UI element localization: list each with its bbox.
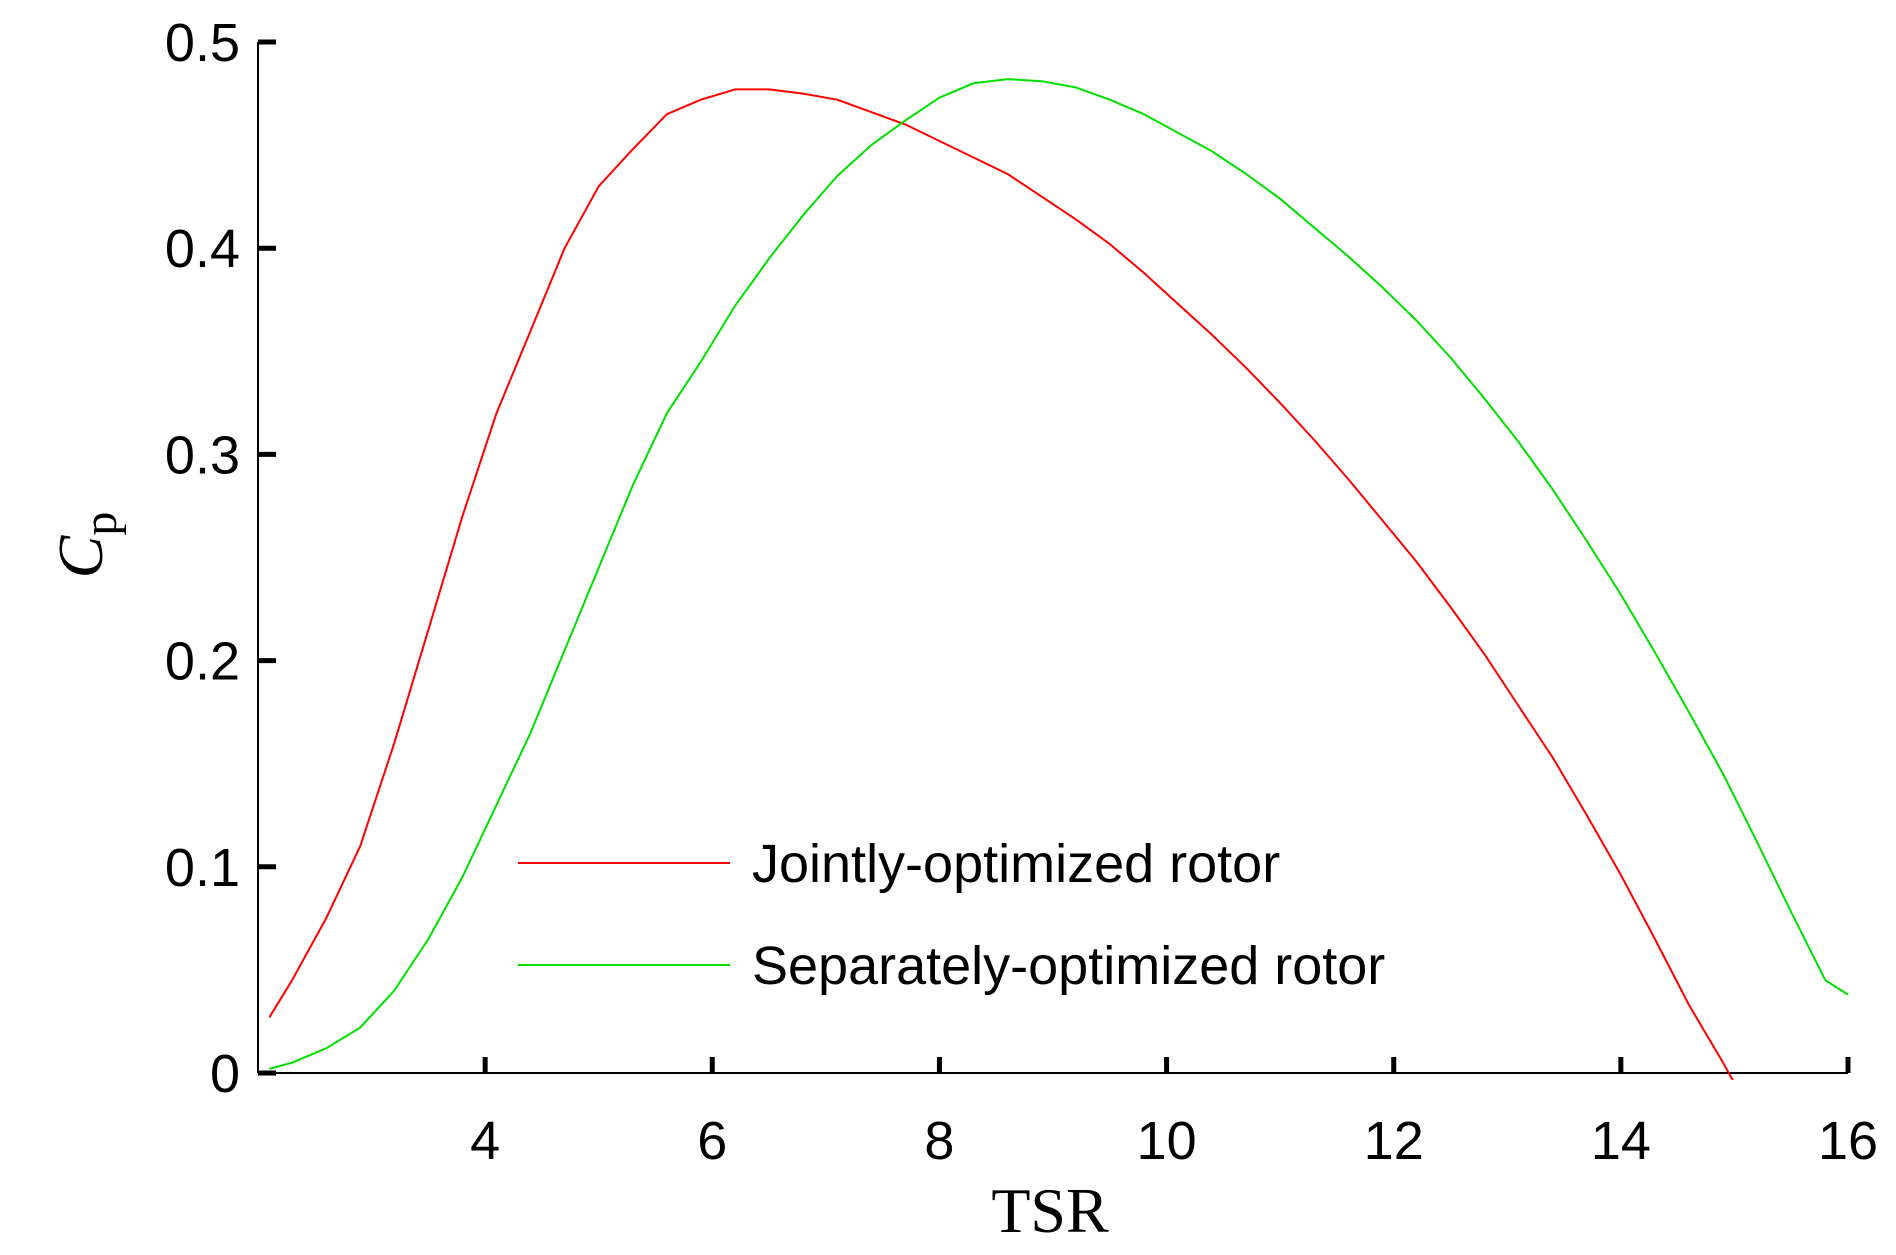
- x-tick-label: 4: [470, 1111, 500, 1171]
- x-tick-label: 10: [1137, 1111, 1197, 1171]
- y-tick-label: 0.4: [165, 219, 240, 279]
- series-group: [268, 78, 1849, 1080]
- series-line-jointly-optimized: [268, 88, 1734, 1080]
- x-tick-label: 8: [924, 1111, 954, 1171]
- y-axis-label-main: C: [45, 534, 116, 578]
- svg-text:Cp: Cp: [45, 512, 127, 579]
- y-tick-label: 0.3: [165, 425, 240, 485]
- x-tick-label: 12: [1364, 1111, 1424, 1171]
- x-tick-label: 16: [1818, 1111, 1878, 1171]
- x-axis-label: TSR: [991, 1175, 1109, 1246]
- y-tick-label: 0: [210, 1044, 240, 1104]
- x-tick-label: 14: [1591, 1111, 1651, 1171]
- y-tick-label: 0.5: [165, 13, 240, 73]
- y-tick-label: 0.1: [165, 838, 240, 898]
- y-axis-label: Cp: [45, 512, 127, 579]
- series-line-separately-optimized: [269, 78, 1849, 1070]
- legend: Jointly-optimized rotor Separately-optim…: [518, 834, 1385, 996]
- axis-ticks: 0 0.1 0.2 0.3 0.4 0.5 4 6 8 10 12 14 16: [165, 13, 1878, 1171]
- legend-label-separately: Separately-optimized rotor: [752, 936, 1385, 996]
- y-tick-label: 0.2: [165, 632, 240, 692]
- x-tick-label: 6: [697, 1111, 727, 1171]
- legend-label-jointly: Jointly-optimized rotor: [752, 834, 1280, 894]
- y-axis-label-subscript: p: [74, 512, 127, 536]
